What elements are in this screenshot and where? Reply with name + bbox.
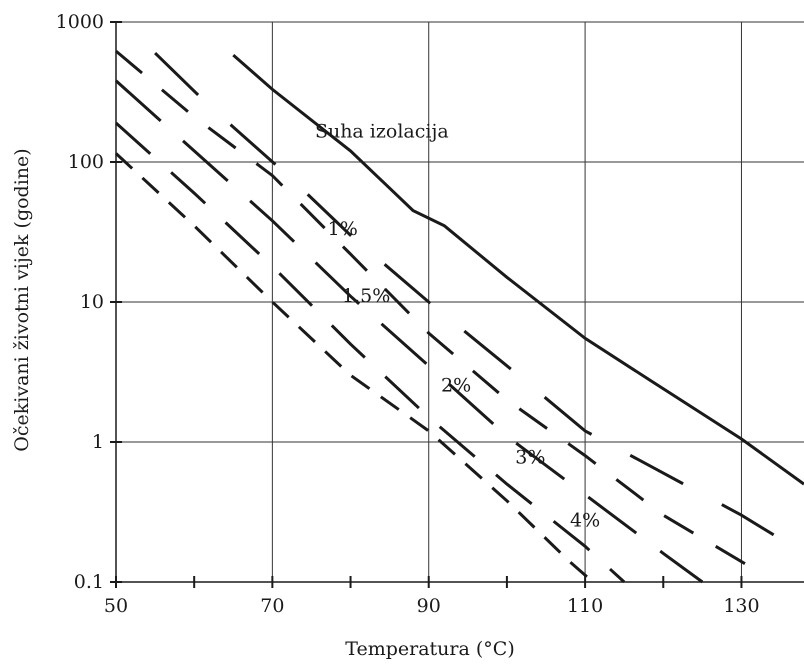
curve-label-5: 3% — [515, 447, 545, 469]
x-tick-label: 90 — [417, 595, 441, 617]
series-group — [114, 49, 804, 584]
x-tick-label: 70 — [260, 595, 284, 617]
grid — [116, 21, 804, 582]
curve-label-1: Suha izolacija — [315, 120, 449, 142]
y-tick-label: 0.1 — [74, 571, 104, 593]
series-line-1 — [232, 53, 804, 486]
series-line-6 — [114, 152, 594, 584]
curve-label-3: 1.5% — [342, 285, 390, 307]
x-axis-title: Temperatura (°C) — [345, 638, 514, 660]
y-tick-label: 1 — [92, 431, 104, 453]
x-tick-label: 110 — [567, 595, 603, 617]
y-tick-label: 10 — [80, 291, 104, 313]
series-line-5 — [114, 121, 626, 584]
curve-label-6: 4% — [570, 509, 600, 531]
series-line-3 — [115, 49, 758, 573]
x-tick-label: 130 — [723, 595, 759, 617]
series-line-4 — [114, 79, 704, 584]
y-tick-label: 1000 — [56, 11, 104, 33]
y-axis-title: Očekivani životni vijek (godine) — [11, 148, 33, 451]
y-tick-label: 100 — [68, 151, 104, 173]
curve-label-2: 1% — [328, 218, 358, 240]
curve-label-4: 2% — [441, 374, 471, 396]
x-tick-label: 50 — [104, 595, 128, 617]
curve-labels: Suha izolacija 1% 1.5% 2% 3% 4% — [315, 120, 600, 531]
series-line-2 — [154, 52, 804, 555]
